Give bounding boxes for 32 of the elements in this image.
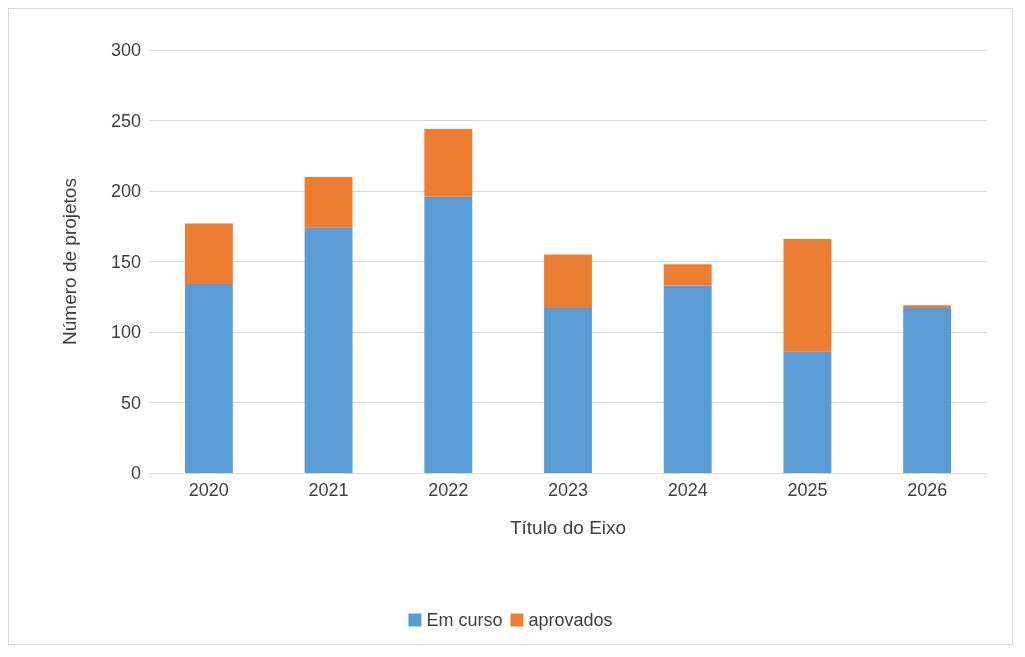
x-tick-label: 2024 xyxy=(667,480,708,500)
bar xyxy=(544,254,592,309)
bar xyxy=(783,351,832,473)
x-tick-label: 2025 xyxy=(787,480,828,500)
bar xyxy=(184,223,233,285)
bar xyxy=(424,128,473,197)
y-tick-label: 250 xyxy=(110,110,141,131)
x-tick-label: 2020 xyxy=(188,480,229,500)
y-tick-label: 150 xyxy=(110,251,141,272)
bar xyxy=(304,176,353,228)
x-tick-label: 2023 xyxy=(547,480,589,500)
legend-label: aprovados xyxy=(528,610,613,630)
y-tick-label: 100 xyxy=(110,322,141,342)
y-tick-label: 50 xyxy=(120,392,141,413)
bar xyxy=(304,227,353,473)
bar xyxy=(903,305,952,309)
legend-label: Em curso xyxy=(426,610,503,630)
y-tick-label: 300 xyxy=(110,40,141,60)
bar xyxy=(544,308,592,473)
x-tick-label: 2021 xyxy=(308,480,349,500)
y-axis-title: Número de projetos xyxy=(59,178,80,345)
x-tick-label: 2022 xyxy=(428,480,469,500)
bar xyxy=(783,238,832,352)
bar xyxy=(663,285,712,473)
bar xyxy=(424,196,473,473)
bar xyxy=(184,284,233,473)
bar xyxy=(663,264,712,286)
y-tick-label: 0 xyxy=(130,463,141,483)
bar xyxy=(903,308,952,473)
x-tick-label: 2026 xyxy=(907,480,948,500)
y-tick-label: 200 xyxy=(110,181,141,201)
x-axis-title: Título do Eixo xyxy=(509,517,627,538)
